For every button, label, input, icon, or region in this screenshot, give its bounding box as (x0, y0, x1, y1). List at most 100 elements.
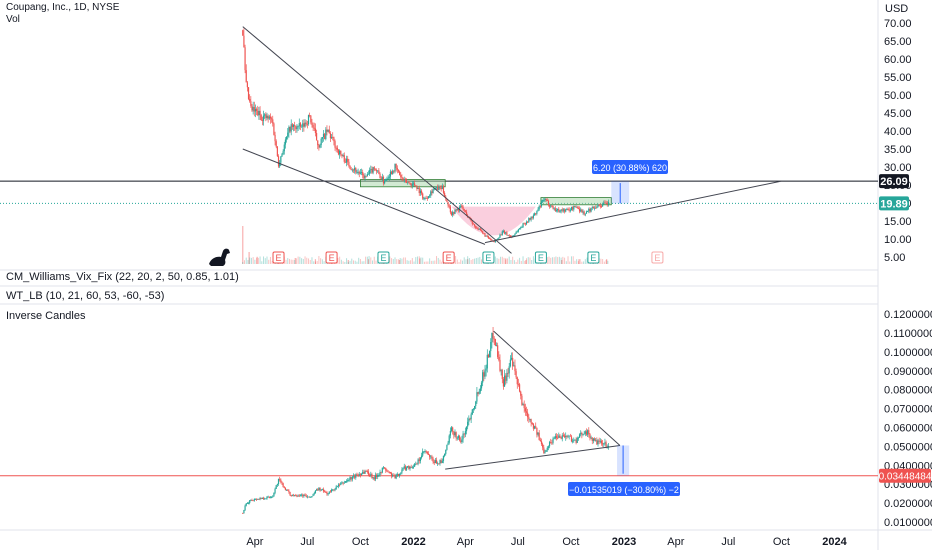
candle-body (529, 218, 531, 220)
candle-body (252, 107, 254, 111)
candle-body (577, 437, 580, 439)
candle-body (287, 132, 289, 137)
candle-body (358, 474, 360, 476)
candle-body (520, 227, 522, 229)
volume-bar (503, 257, 505, 264)
candle-body (459, 436, 461, 441)
volume-bar (570, 256, 572, 264)
volume-bar (569, 261, 571, 264)
candle-body (449, 206, 451, 213)
volume-bar (287, 258, 289, 264)
candle-body (536, 427, 538, 435)
volume-bar (351, 258, 353, 264)
earnings-marker (325, 251, 338, 264)
candle-body (597, 440, 599, 445)
volume-bar (344, 261, 346, 264)
candle-body (400, 175, 402, 178)
candle-body (342, 482, 344, 484)
candle-body (382, 467, 385, 469)
top-axis-tick: 30.00 (884, 162, 912, 174)
candle-body (450, 212, 453, 216)
candle-body (387, 178, 389, 180)
candle-body (411, 183, 413, 186)
candle-body (552, 438, 554, 443)
candle-body (350, 168, 352, 170)
candle-body (404, 178, 406, 181)
candle-body (386, 470, 388, 472)
candle-body (355, 168, 357, 173)
candle-body (392, 170, 394, 175)
candle-body (290, 495, 292, 497)
candle-body (365, 175, 367, 177)
candle-body (414, 183, 416, 186)
volume-bar (417, 256, 419, 264)
indicator-vix-fix[interactable]: CM_Williams_Vix_Fix (22, 20, 2, 50, 0.85… (6, 271, 239, 283)
level-label: 26.09 (880, 176, 908, 188)
candle-body (438, 186, 440, 190)
candle-body (528, 218, 530, 223)
candle-body (558, 208, 560, 212)
candle-body (474, 224, 476, 226)
candle-body (505, 232, 507, 234)
candle-body (427, 453, 430, 455)
candle-body (485, 368, 487, 371)
volume-label: Vol (6, 14, 20, 25)
candle-body (414, 464, 416, 467)
candle-body (521, 227, 523, 228)
candle-body (329, 133, 332, 139)
candle-body (261, 497, 263, 499)
candle-body (257, 498, 259, 500)
candle-body (409, 182, 411, 184)
candle-body (364, 175, 366, 179)
volume-bar (463, 257, 465, 264)
time-axis-tick: 2024 (822, 536, 847, 548)
candle-body (390, 473, 393, 477)
candle-body (532, 424, 535, 429)
candle-body (509, 359, 511, 367)
candle-body (282, 483, 284, 487)
candle-body (267, 496, 269, 498)
candle-body (377, 475, 379, 478)
candle-body (557, 437, 559, 439)
candle-body (385, 179, 387, 182)
volume-bar (551, 257, 553, 264)
candle-body (324, 491, 326, 493)
volume-bar (313, 261, 315, 264)
candle-body (441, 186, 443, 190)
candle-body (269, 497, 272, 499)
candle-body (341, 482, 343, 484)
candle-body (400, 472, 402, 474)
candle-body (459, 207, 461, 211)
candle-body (435, 460, 438, 464)
candle-body (326, 129, 328, 132)
candle-body (456, 437, 458, 439)
candle-body (307, 115, 310, 125)
volume-bar (479, 256, 481, 264)
candle-body (429, 195, 431, 197)
indicator-inverse-candles[interactable]: Inverse Candles (6, 310, 86, 322)
time-axis-tick: Apr (667, 536, 684, 548)
candle-body (475, 401, 477, 406)
candle-body (410, 466, 412, 468)
candle-body (344, 161, 347, 163)
candle-body (494, 339, 496, 346)
candle-body (371, 169, 373, 173)
indicator-wt-lb[interactable]: WT_LB (10, 21, 60, 53, -60, -53) (6, 290, 165, 302)
candle-body (570, 436, 573, 442)
candle-body (384, 181, 386, 184)
candle-body (568, 209, 570, 211)
candle-body (314, 128, 317, 134)
candle-body (599, 205, 601, 207)
volume-bar (548, 256, 550, 264)
candle-body (380, 472, 382, 473)
candle-body (392, 475, 394, 477)
candle-body (387, 471, 389, 473)
candle-body (566, 436, 568, 437)
candle-body (285, 136, 288, 140)
candle-body (444, 192, 446, 197)
candle-body (288, 126, 290, 133)
candle-body (491, 239, 493, 241)
cup-region (451, 206, 536, 236)
candle-body (544, 451, 546, 453)
